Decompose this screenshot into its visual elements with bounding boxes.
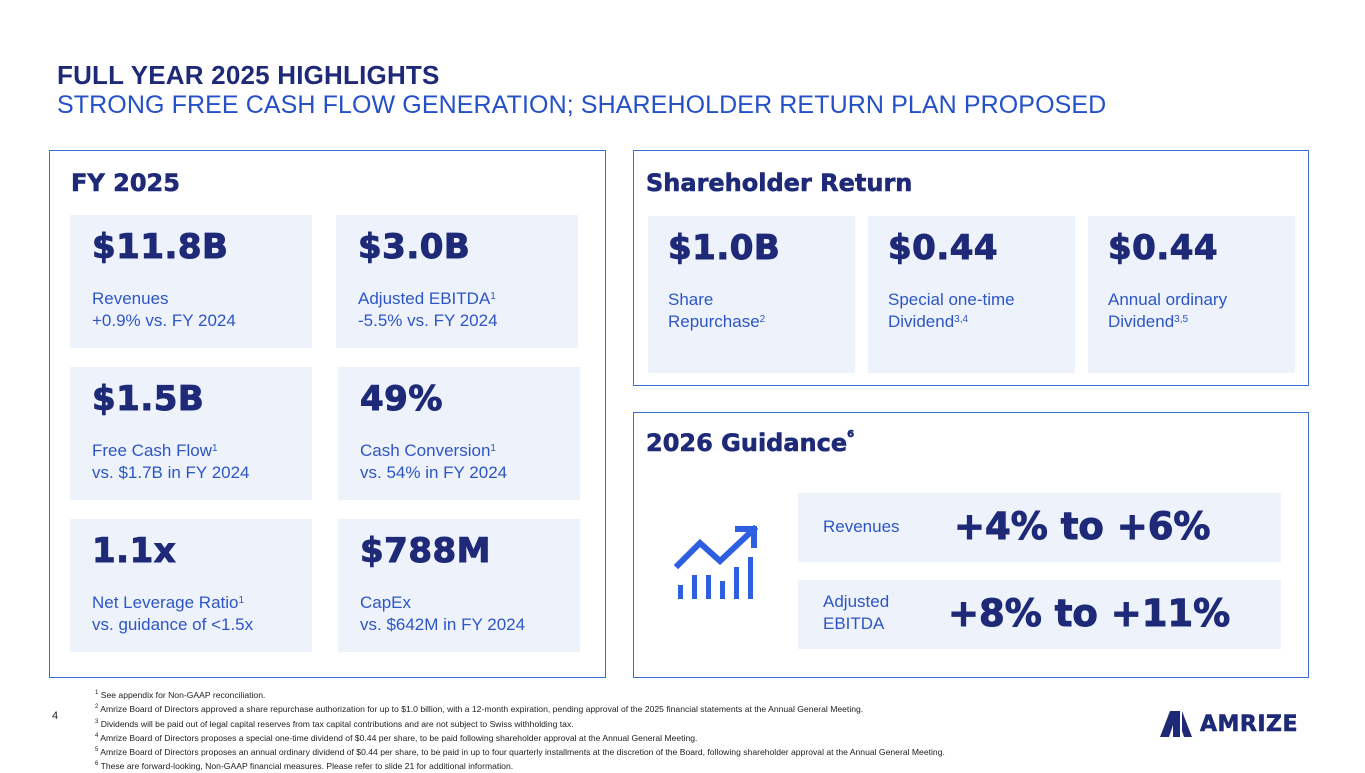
return-label: Special one-time Dividend3,4 bbox=[888, 290, 1015, 331]
metric-value: $3.0B bbox=[357, 227, 471, 268]
amrize-logo: AMRIZE bbox=[1160, 710, 1298, 738]
guidance-row-revenues: Revenues +4% to +6% bbox=[798, 493, 1281, 562]
metric-value: $788M bbox=[360, 531, 491, 572]
metric-tile-net-leverage: 1.1x Net Leverage Ratio1 vs. guidance of … bbox=[70, 519, 312, 652]
return-label: Annual ordinary Dividend3,5 bbox=[1108, 290, 1228, 331]
metric-value: 49% bbox=[360, 379, 443, 420]
metric-label: Net Leverage Ratio1 vs. guidance of <1.5x bbox=[92, 593, 254, 634]
metric-tile-adjusted-ebitda: $3.0B Adjusted EBITDA1 -5.5% vs. FY 2024 bbox=[336, 215, 578, 348]
metric-tile-free-cash-flow: $1.5B Free Cash Flow1 vs. $1.7B in FY 202… bbox=[70, 367, 312, 500]
return-tile-special-dividend: $0.44 Special one-time Dividend3,4 bbox=[868, 216, 1075, 373]
metric-tile-capex: $788M CapEx vs. $642M in FY 2024 bbox=[338, 519, 580, 652]
footnote: 3 Dividends will be paid out of legal ca… bbox=[95, 718, 574, 729]
guidance-row-adjusted-ebitda: Adjusted EBITDA +8% to +11% bbox=[798, 580, 1281, 649]
return-label: Share Repurchase2 bbox=[668, 290, 766, 331]
guidance-panel: 2026 Guidance6 Revenues +4% to +6% Adjus… bbox=[633, 412, 1309, 678]
metric-label: CapEx vs. $642M in FY 2024 bbox=[360, 593, 526, 634]
metric-value: 1.1x bbox=[91, 531, 177, 572]
return-tile-share-repurchase: $1.0B Share Repurchase2 bbox=[648, 216, 855, 373]
footnote: 6 These are forward-looking, Non-GAAP fi… bbox=[95, 761, 514, 772]
logo-wordmark: AMRIZE bbox=[1200, 711, 1299, 737]
shareholder-return-heading: Shareholder Return bbox=[646, 169, 913, 198]
footnote: 2 Amrize Board of Directors approved a s… bbox=[95, 704, 864, 715]
guidance-label: Adjusted EBITDA bbox=[823, 592, 890, 633]
footnote: 4 Amrize Board of Directors proposes a s… bbox=[95, 732, 698, 743]
guidance-label: Revenues bbox=[823, 517, 900, 536]
metric-tile-revenues: $11.8B Revenues +0.9% vs. FY 2024 bbox=[70, 215, 312, 348]
page-number: 4 bbox=[52, 710, 59, 722]
metric-value: $11.8B bbox=[91, 227, 229, 268]
footnotes: 1 See appendix for Non-GAAP reconciliati… bbox=[95, 687, 1145, 773]
fy2025-heading: FY 2025 bbox=[71, 169, 181, 198]
footnote: 1 See appendix for Non-GAAP reconciliati… bbox=[95, 689, 266, 700]
metric-label: Free Cash Flow1 vs. $1.7B in FY 2024 bbox=[92, 441, 250, 482]
shareholder-return-panel: Shareholder Return $1.0B Share Repurchase… bbox=[633, 150, 1309, 386]
return-tile-annual-dividend: $0.44 Annual ordinary Dividend3,5 bbox=[1088, 216, 1295, 373]
slide-title: FULL YEAR 2025 HIGHLIGHTS bbox=[57, 60, 440, 90]
guidance-heading: 2026 Guidance6 bbox=[646, 429, 855, 458]
metric-label: Cash Conversion1 vs. 54% in FY 2024 bbox=[360, 441, 508, 482]
footnote: 5 Amrize Board of Directors proposes an … bbox=[95, 746, 945, 757]
return-value: $0.44 bbox=[887, 228, 999, 269]
guidance-value: +4% to +6% bbox=[954, 505, 1212, 549]
metric-value: $1.5B bbox=[91, 379, 205, 420]
guidance-value: +8% to +11% bbox=[947, 592, 1231, 636]
amrize-logo-icon bbox=[1160, 711, 1192, 737]
metric-label: Revenues +0.9% vs. FY 2024 bbox=[92, 289, 236, 330]
fy2025-panel: FY 2025 $11.8B Revenues +0.9% vs. FY 2024… bbox=[49, 150, 606, 678]
growth-chart-icon bbox=[674, 524, 759, 599]
return-value: $0.44 bbox=[1107, 228, 1219, 269]
metric-label: Adjusted EBITDA1 -5.5% vs. FY 2024 bbox=[358, 289, 498, 330]
return-value: $1.0B bbox=[667, 228, 781, 269]
metric-tile-cash-conversion: 49% Cash Conversion1 vs. 54% in FY 2024 bbox=[338, 367, 580, 500]
slide-subtitle: STRONG FREE CASH FLOW GENERATION; SHAREH… bbox=[57, 91, 1107, 119]
